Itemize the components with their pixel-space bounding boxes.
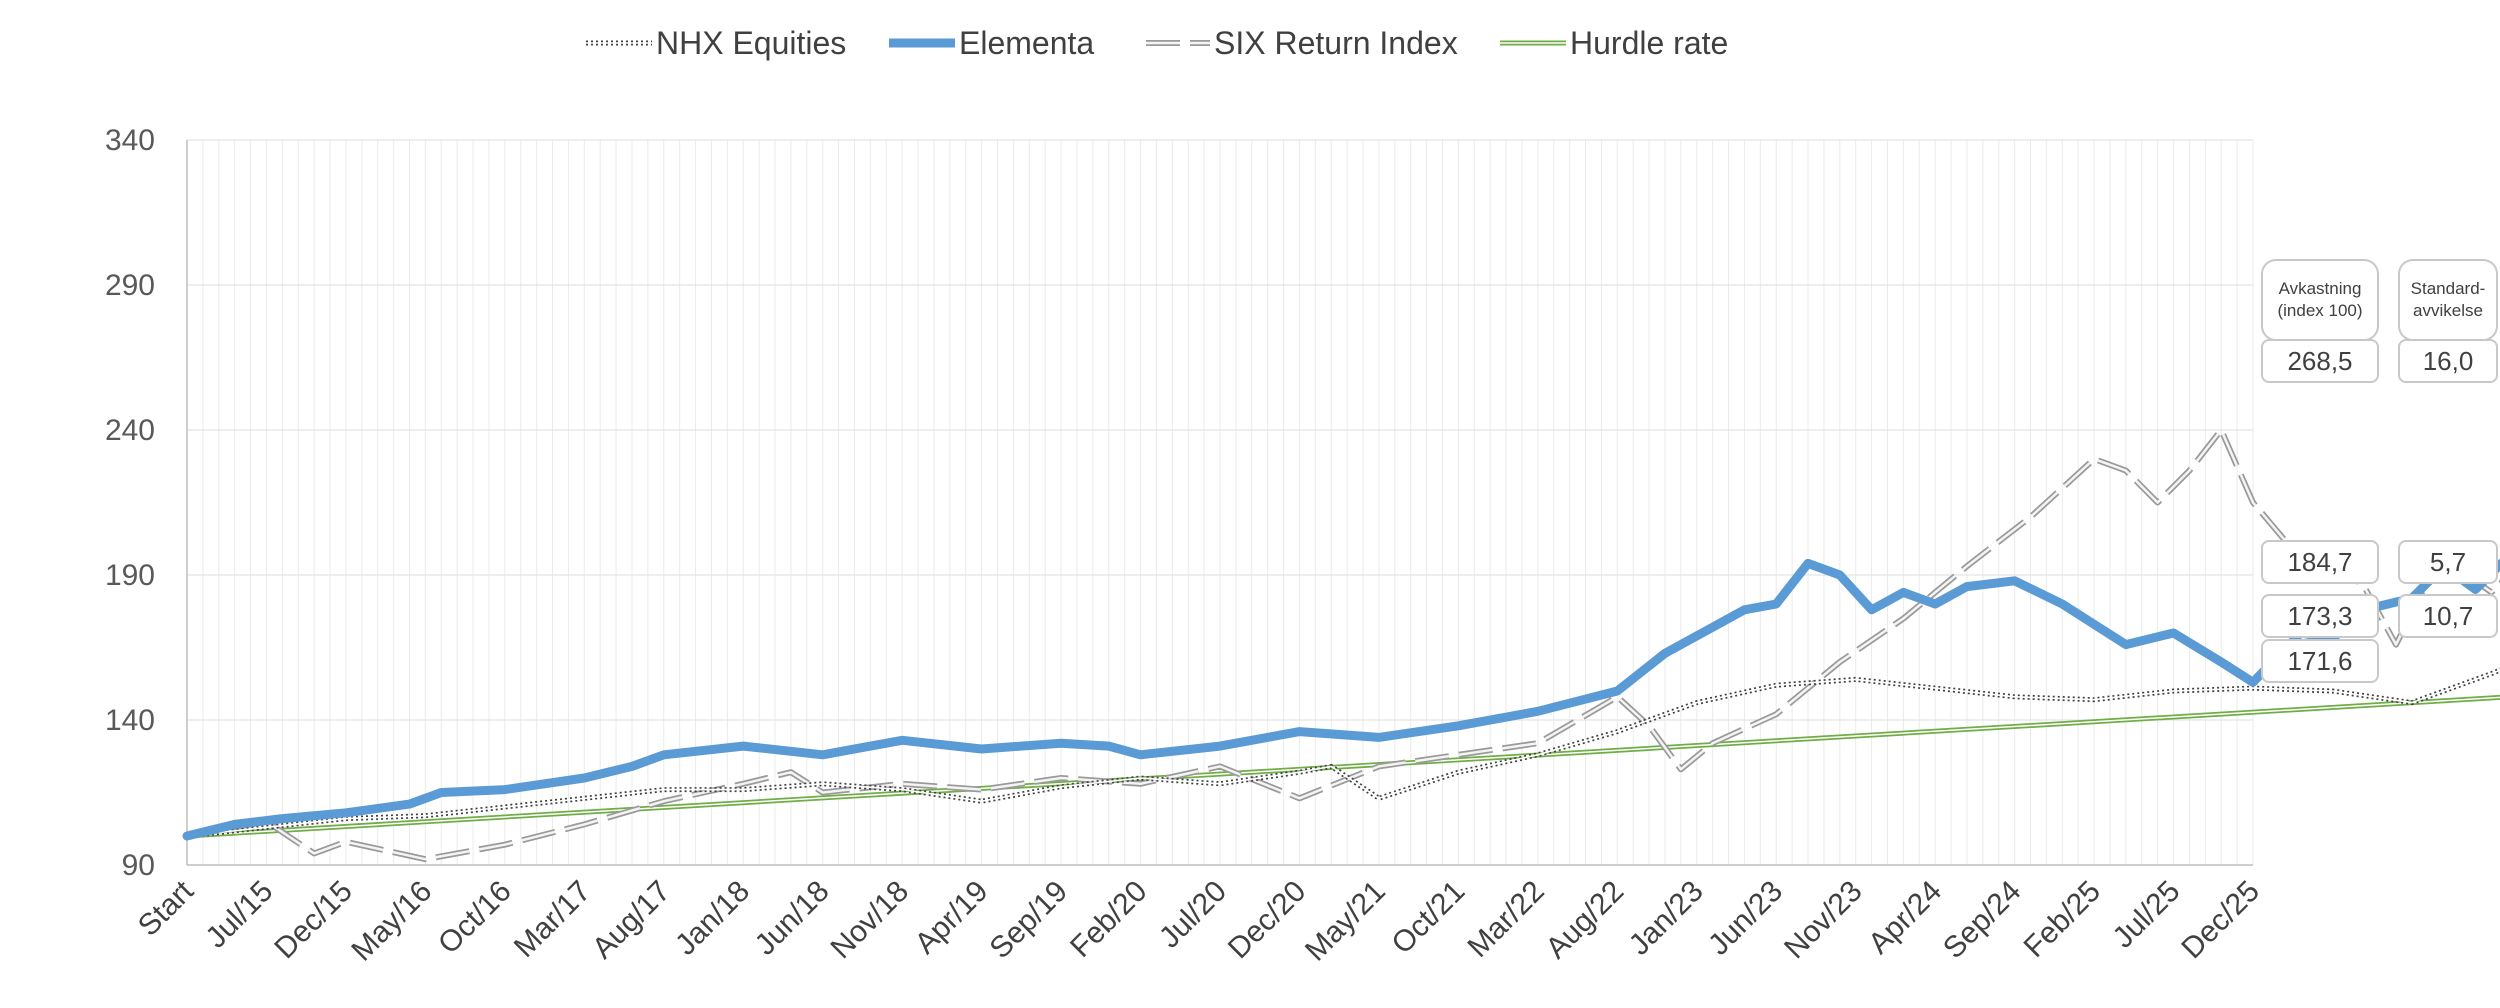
y-tick-label: 190 bbox=[105, 559, 155, 592]
stdev-value: 16,0 bbox=[2423, 346, 2474, 376]
stdev-value-box bbox=[2398, 594, 2498, 638]
return-value-box bbox=[2261, 339, 2379, 383]
legend-label: Hurdle rate bbox=[1570, 25, 1728, 61]
legend-item-six-return-index: SIX Return Index bbox=[1146, 25, 1458, 61]
table-row-elementa: 184,7 5,7 bbox=[2261, 540, 2498, 584]
table-header: Avkastning (index 100) bbox=[2261, 259, 2379, 341]
series-line bbox=[182, 558, 2500, 841]
table-header-text: Avkastning bbox=[2279, 279, 2362, 298]
series-line bbox=[186, 696, 2500, 837]
series-line bbox=[186, 669, 2500, 837]
legend-item-elementa: Elementa bbox=[889, 25, 1094, 61]
table-row-nhx-equities: 173,3 10,7 bbox=[2261, 594, 2498, 638]
legend-label: Elementa bbox=[959, 25, 1094, 61]
legend-item-hurdle-rate: Hurdle rate bbox=[1500, 25, 1728, 61]
series-elementa bbox=[182, 558, 2500, 841]
return-value-box bbox=[2261, 540, 2379, 584]
stdev-value: 10,7 bbox=[2423, 601, 2474, 631]
return-value: 171,6 bbox=[2287, 646, 2352, 676]
stdev-value: 5,7 bbox=[2430, 547, 2466, 577]
stdev-value-box bbox=[2398, 540, 2498, 584]
stdev-value-box bbox=[2398, 339, 2498, 383]
chart-series bbox=[182, 427, 2500, 863]
table-header-box bbox=[2398, 259, 2498, 341]
table-row-hurdle-rate: 171,6 bbox=[2261, 639, 2379, 683]
y-tick-label: 290 bbox=[105, 269, 155, 302]
table-header-text: avvikelse bbox=[2413, 301, 2483, 320]
table-header-text: (index 100) bbox=[2277, 301, 2362, 320]
chart-legend: NHX Equities Elementa SIX Return Index Hurd… bbox=[586, 25, 1728, 61]
y-tick-label: 240 bbox=[105, 414, 155, 447]
series-hurdle-rate bbox=[186, 694, 2500, 839]
table-header-box bbox=[2261, 259, 2379, 341]
return-value: 268,5 bbox=[2287, 346, 2352, 376]
y-tick-label: 140 bbox=[105, 704, 155, 737]
series-line bbox=[186, 428, 2500, 861]
table-header: Standard-avvikelse bbox=[2398, 259, 2498, 341]
series-nhx-equities bbox=[186, 667, 2500, 839]
legend-label: SIX Return Index bbox=[1214, 25, 1458, 61]
y-tick-label: 90 bbox=[122, 849, 155, 882]
series-six-return-index bbox=[186, 427, 2500, 863]
return-value: 173,3 bbox=[2287, 601, 2352, 631]
y-tick-label: 340 bbox=[105, 124, 155, 157]
return-value-box bbox=[2261, 639, 2379, 683]
table-row-six-return-index: 268,5 16,0 bbox=[2261, 339, 2498, 383]
return-value: 184,7 bbox=[2287, 547, 2352, 577]
y-axis: 90 140 190 240 290 340 bbox=[105, 124, 155, 882]
legend-item-nhx-equities: NHX Equities bbox=[586, 25, 846, 61]
legend-label: NHX Equities bbox=[656, 25, 846, 61]
return-value-box bbox=[2261, 594, 2379, 638]
table-header-text: Standard- bbox=[2411, 279, 2486, 298]
summary-table: Avkastning(index 100)Standard-avvikelse2… bbox=[2261, 259, 2498, 683]
